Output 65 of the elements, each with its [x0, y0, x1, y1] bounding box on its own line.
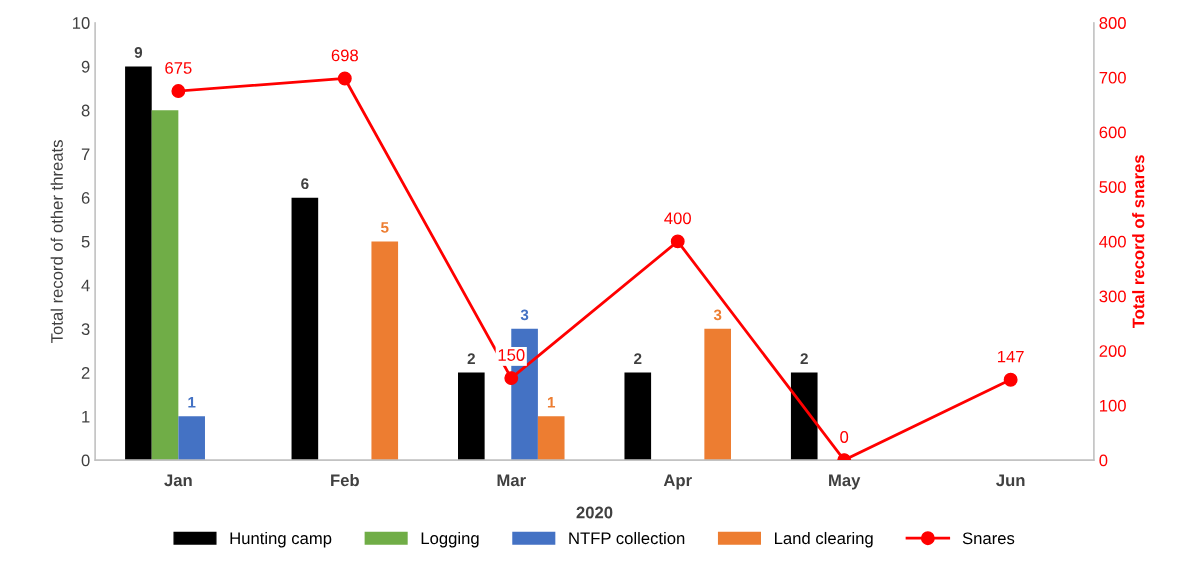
point	[504, 371, 519, 386]
y-tick-label: 0	[81, 454, 90, 467]
y-tick-label: 8	[81, 104, 90, 117]
y-axis-title: Total record of other threats	[50, 140, 63, 343]
y-tick-label: 1	[82, 410, 90, 423]
point	[670, 234, 685, 249]
bar	[704, 328, 731, 461]
bar	[790, 372, 818, 461]
data-label: 147	[998, 350, 1024, 363]
y2-tick-label: 100	[1100, 399, 1126, 412]
data-label: 0	[840, 431, 849, 443]
data-label: 6	[301, 178, 309, 190]
y-tick-label: 6	[81, 192, 90, 204]
y2-tick-label: 700	[1099, 71, 1126, 84]
point	[337, 71, 352, 86]
bar	[458, 372, 485, 461]
y2-tick-label: 0	[1099, 454, 1108, 467]
legend-label: Snares	[962, 532, 1015, 545]
y-tick-label: 5	[81, 235, 90, 248]
legend-label: Land clearing	[775, 531, 873, 548]
bar	[178, 416, 205, 461]
point	[1003, 372, 1018, 387]
y2-tick-label: 500	[1099, 181, 1126, 193]
y2-axis-title: Total record of snares	[1132, 155, 1145, 329]
data-label: 698	[331, 49, 358, 62]
bar	[371, 241, 399, 461]
bar	[291, 197, 319, 461]
y-tick-label: 7	[81, 148, 90, 160]
data-label: 3	[520, 309, 529, 321]
y-tick-label: 3	[81, 323, 90, 336]
y-tick-label: 2	[81, 367, 90, 379]
y-tick-label: 9	[81, 60, 90, 73]
data-label: 400	[664, 212, 691, 225]
x-tick-label: Feb	[331, 473, 359, 487]
x-tick-label: Apr	[663, 474, 692, 490]
data-label: 5	[380, 222, 389, 233]
legend-label: Hunting camp	[230, 531, 332, 548]
data-label: 1	[188, 397, 196, 408]
data-label: 2	[467, 353, 475, 364]
point	[171, 84, 186, 99]
x-tick-label: May	[829, 474, 861, 490]
bar	[624, 372, 652, 461]
y2-tick-label: 200	[1099, 345, 1126, 357]
data-label: 3	[713, 309, 722, 321]
data-label: 150	[498, 349, 525, 361]
data-label: 675	[165, 62, 192, 74]
legend-label: NTFP collection	[569, 531, 685, 545]
x-axis-title: 2020	[576, 506, 613, 519]
y2-tick-label: 400	[1099, 235, 1126, 248]
x-tick-label: Mar	[497, 474, 526, 487]
legend-label: Logging	[421, 531, 479, 548]
x-tick-label: Jun	[996, 474, 1025, 487]
x-tick-label: Jan	[164, 474, 192, 487]
data-label: 2	[800, 353, 808, 364]
data-label: 1	[547, 397, 556, 408]
bar	[537, 416, 565, 461]
y2-tick-label: 600	[1099, 126, 1126, 139]
y2-tick-label: 800	[1099, 17, 1126, 29]
y2-tick-label: 300	[1099, 290, 1126, 303]
bar	[151, 110, 179, 461]
y-tick-label: 10	[72, 17, 90, 29]
bar	[125, 66, 152, 461]
y-tick-label: 4	[81, 279, 90, 292]
data-label: 2	[634, 353, 642, 364]
data-label: 9	[134, 47, 143, 58]
